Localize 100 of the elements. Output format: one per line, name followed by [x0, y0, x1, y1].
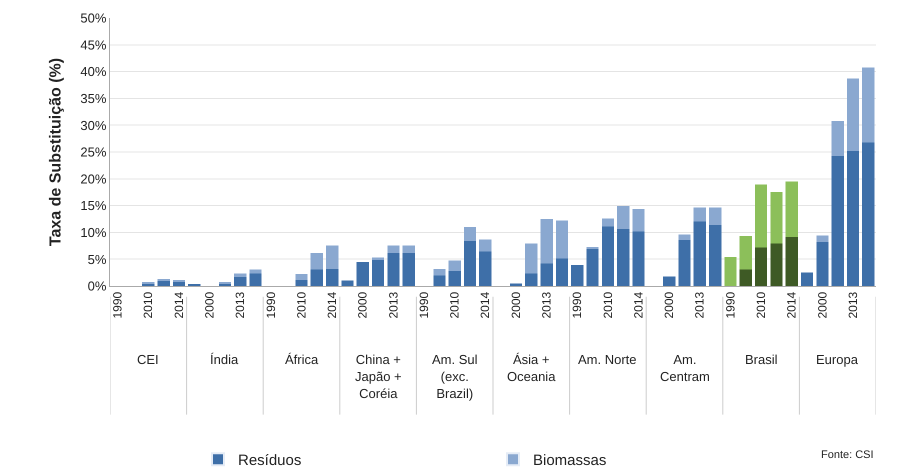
bar [632, 208, 645, 232]
bar [172, 282, 186, 286]
bar [678, 234, 691, 240]
bar [740, 236, 752, 270]
y-tick-label: 0% [88, 278, 107, 294]
legend-label: Resíduos [238, 452, 302, 470]
y-tick-label: 5% [88, 252, 107, 267]
bar [448, 270, 461, 286]
bar [754, 247, 768, 286]
bar [387, 245, 400, 253]
bar [479, 239, 492, 252]
bar [556, 220, 568, 259]
legend-label: Biomassas [533, 452, 606, 470]
y-tick-label: 25% [80, 144, 107, 160]
x-tick-label: 2013 [692, 291, 707, 319]
text: CEI [137, 352, 159, 367]
x-tick-label: 2010 [294, 291, 308, 319]
bar [846, 78, 860, 151]
x-tick-label: 2014 [325, 291, 340, 319]
bar [479, 252, 492, 286]
bar [663, 276, 676, 286]
text: Am. Centram [660, 352, 710, 384]
bar [464, 240, 476, 286]
bar [632, 231, 645, 286]
x-tick-label: 2014 [172, 291, 186, 319]
bar [678, 240, 691, 286]
x-tick-label: 2010 [141, 291, 156, 319]
bar [402, 252, 415, 286]
bar [464, 227, 476, 241]
bar [510, 283, 522, 286]
bar [709, 208, 722, 225]
x-tick-label: 2000 [356, 291, 370, 319]
bar [786, 237, 798, 286]
bar [617, 229, 630, 286]
x-tick-label: 2000 [202, 291, 216, 319]
bar [602, 218, 614, 226]
x-tick-label: 1990 [110, 291, 125, 319]
bar [310, 269, 323, 286]
x-tick-label: 1990 [416, 291, 431, 319]
bar [709, 224, 722, 286]
bar [617, 206, 630, 230]
text: Brasil [745, 352, 778, 367]
bar [295, 280, 308, 286]
text: China + Japão + Coréia [355, 352, 402, 401]
bar [800, 272, 814, 286]
bar [724, 257, 737, 286]
bar [586, 246, 599, 250]
x-tick-label: 2013 [233, 291, 248, 319]
bar [326, 245, 338, 269]
bar [816, 236, 829, 242]
text: Europa [816, 352, 859, 367]
bar [786, 181, 798, 238]
text: Índia [210, 352, 239, 367]
x-tick-label: 2010 [600, 291, 615, 319]
x-tick-label: 2014 [784, 291, 799, 319]
x-tick-label: 2010 [754, 291, 768, 319]
x-tick-label: 2000 [815, 291, 830, 319]
bar [556, 258, 568, 286]
bar [571, 265, 584, 286]
source-note: Fonte: CSI [821, 449, 874, 461]
bar [234, 274, 246, 277]
y-tick-label: 45% [80, 37, 107, 52]
x-tick-label: 2014 [631, 291, 646, 319]
y-tick-label: 35% [80, 90, 107, 106]
bar [525, 274, 538, 286]
x-tick-label: 2013 [540, 291, 554, 319]
x-tick-label: 2013 [846, 291, 860, 319]
bar [540, 263, 553, 286]
bar [602, 226, 614, 286]
y-tick-label: 15% [80, 198, 107, 214]
bar [862, 67, 874, 142]
x-tick-label: 2000 [508, 291, 523, 319]
text: Am. Norte [578, 352, 637, 367]
bar [862, 142, 874, 286]
y-tick-label: 50% [80, 10, 107, 26]
text: Ásia + Oceania [507, 352, 556, 384]
bar [295, 274, 308, 280]
bar [234, 276, 246, 286]
x-tick-label: 2010 [448, 291, 462, 319]
text: África [285, 352, 319, 367]
y-tick-label: 40% [80, 64, 107, 80]
x-tick-label: 2013 [386, 291, 400, 319]
bar [326, 268, 338, 286]
bar [540, 219, 553, 264]
bar [356, 262, 369, 286]
x-tick-label: 1990 [264, 291, 278, 319]
bar [249, 274, 262, 286]
bar [694, 208, 706, 222]
bar [448, 260, 461, 271]
y-axis-title: Taxa de Substituição (%) [47, 58, 64, 246]
bar [433, 268, 446, 276]
x-tick-label: 1990 [570, 291, 584, 319]
y-tick-label: 20% [80, 171, 107, 186]
bar [740, 269, 752, 286]
y-tick-label: 30% [80, 118, 107, 133]
bar [402, 245, 415, 253]
bar [310, 252, 323, 270]
bar [816, 242, 829, 286]
bar [372, 259, 384, 286]
bar [586, 249, 599, 286]
